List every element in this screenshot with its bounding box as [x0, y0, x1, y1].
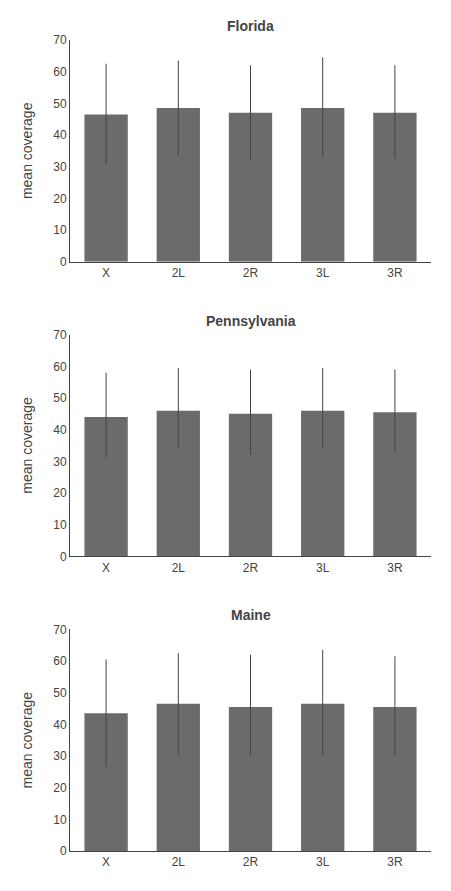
svg-text:10: 10 [53, 518, 67, 532]
svg-text:40: 40 [53, 718, 67, 732]
svg-text:2L: 2L [172, 561, 186, 575]
svg-text:Pennsylvania: Pennsylvania [206, 313, 296, 329]
svg-text:3L: 3L [316, 266, 330, 280]
svg-text:20: 20 [53, 486, 67, 500]
svg-text:2L: 2L [172, 266, 186, 280]
svg-text:3R: 3R [387, 266, 403, 280]
svg-text:2R: 2R [243, 561, 259, 575]
svg-text:30: 30 [53, 160, 67, 174]
svg-text:60: 60 [53, 65, 67, 79]
svg-text:30: 30 [53, 455, 67, 469]
svg-text:mean coverage: mean coverage [19, 397, 35, 494]
svg-text:60: 60 [53, 360, 67, 374]
svg-text:3R: 3R [387, 855, 403, 869]
svg-text:40: 40 [53, 423, 67, 437]
svg-text:0: 0 [60, 550, 67, 564]
svg-text:60: 60 [53, 654, 67, 668]
svg-text:50: 50 [53, 391, 67, 405]
svg-text:40: 40 [53, 128, 67, 142]
svg-text:3R: 3R [387, 561, 403, 575]
svg-text:X: X [102, 266, 110, 280]
svg-text:50: 50 [53, 97, 67, 111]
svg-text:mean coverage: mean coverage [19, 102, 35, 199]
svg-text:30: 30 [53, 749, 67, 763]
svg-text:10: 10 [53, 813, 67, 827]
svg-text:70: 70 [53, 328, 67, 342]
svg-text:2R: 2R [243, 266, 259, 280]
svg-text:10: 10 [53, 223, 67, 237]
svg-text:Maine: Maine [231, 607, 271, 623]
svg-text:50: 50 [53, 686, 67, 700]
svg-text:2R: 2R [243, 855, 259, 869]
svg-text:2L: 2L [172, 855, 186, 869]
svg-text:X: X [102, 561, 110, 575]
svg-text:mean coverage: mean coverage [19, 692, 35, 789]
svg-text:0: 0 [60, 255, 67, 269]
svg-text:Florida: Florida [227, 18, 274, 34]
svg-text:X: X [102, 855, 110, 869]
svg-text:70: 70 [53, 623, 67, 637]
svg-text:0: 0 [60, 844, 67, 858]
svg-text:3L: 3L [316, 855, 330, 869]
svg-text:70: 70 [53, 33, 67, 47]
svg-text:20: 20 [53, 781, 67, 795]
svg-text:3L: 3L [316, 561, 330, 575]
svg-text:20: 20 [53, 192, 67, 206]
